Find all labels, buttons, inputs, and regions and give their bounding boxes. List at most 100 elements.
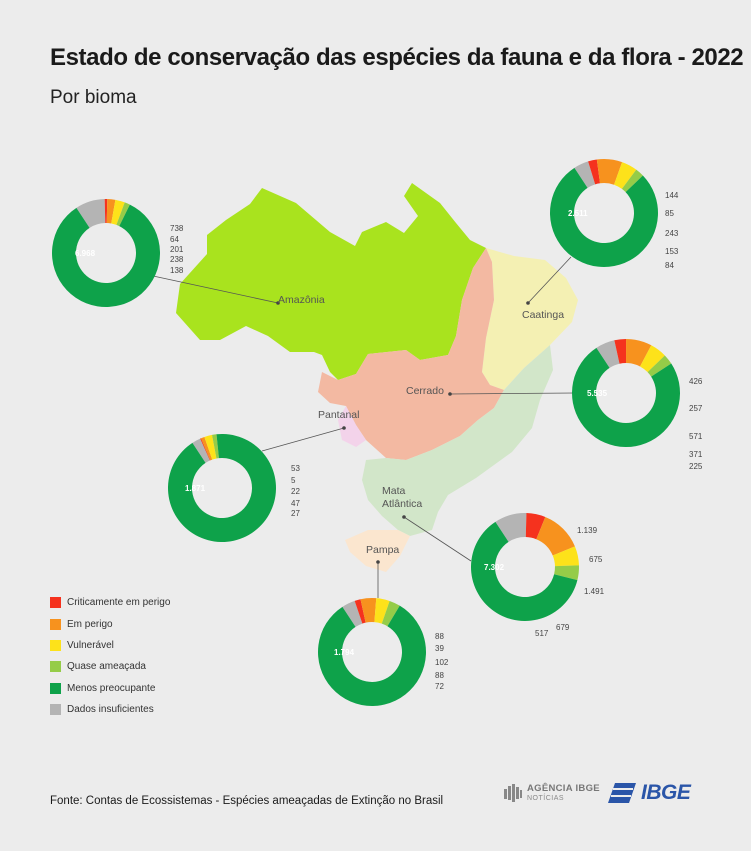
donut-cerrado: 5.535 426 257 571 371 225 [572,339,703,471]
connector-dot-caatinga [526,301,530,305]
value-amazonia-vulneravel: 238 [170,255,184,264]
slice-pantanal-em-perigo [200,436,213,461]
region-caatinga [482,248,578,390]
value-amazonia-em-perigo: 201 [170,245,184,254]
value-caatinga-dados: 144 [665,191,679,200]
region-cerrado [318,248,504,460]
value-cerrado-em-perigo: 571 [689,432,703,441]
value-caatinga-vulneravel: 153 [665,247,679,256]
value-mata-atlantica-em-perigo: 1.491 [584,587,605,596]
slice-amazonia-em-perigo [106,199,116,224]
legend-item-dados: Dados insuficientes [50,699,170,720]
value-mata-atlantica-menos: 7.302 [484,563,505,572]
region-pantanal [338,406,366,447]
biome-label-mata-atlantica-2: Atlântica [382,498,422,510]
slice-mata-atlantica-dados [495,513,527,542]
slice-caatinga-vulneravel [614,162,637,189]
connector-mata-atlantica [403,516,472,562]
value-cerrado-vulneravel: 371 [689,450,703,459]
value-amazonia-dados: 738 [170,224,184,233]
connector-caatinga [527,256,572,304]
value-pampa-menos: 1.794 [334,648,355,657]
slice-caatinga-dados [574,161,596,188]
region-pampa [345,530,410,572]
value-amazonia-menos: 6.968 [75,249,96,258]
connector-dot-pantanal [342,426,346,430]
slice-pantanal-dados [192,438,210,463]
donut-pampa: 1.794 88 39 102 88 72 [318,598,449,706]
slice-amazonia-quase [116,202,130,227]
value-amazonia-criticamente: 64 [170,235,179,244]
slice-pampa-menos [318,605,426,706]
value-pantanal-em-perigo: 22 [291,487,300,496]
chart-subtitle: Por bioma [50,87,137,108]
value-pantanal-vulneravel: 47 [291,499,300,508]
source-note: Fonte: Contas de Ecossistemas - Espécies… [50,795,444,807]
value-pampa-vulneravel: 88 [435,671,444,680]
value-caatinga-em-perigo: 243 [665,229,679,238]
slice-caatinga-quase [621,169,643,193]
slice-pampa-em-perigo [360,598,377,623]
chart-title: Estado de conservação das espécies da fa… [50,44,744,71]
value-caatinga-criticamente: 85 [665,209,674,218]
value-cerrado-quase: 225 [689,462,703,471]
value-mata-atlantica-vulneravel: 679 [556,623,570,632]
slice-amazonia-dados [76,199,106,228]
value-pantanal-criticamente: 5 [291,476,296,485]
legend-item-menos: Menos preocupante [50,678,170,699]
slice-cerrado-vulneravel [640,345,665,373]
ibge-wordmark: IBGE [641,781,691,804]
biome-label-amazonia: Amazônia [278,294,325,306]
slice-pantanal-vulneravel [204,434,217,460]
legend-item-quase: Quase ameaçada [50,656,170,677]
slice-pampa-vulneravel [374,598,390,624]
value-mata-atlantica-dados: 1.139 [577,526,598,535]
slice-pampa-criticamente [354,599,366,624]
region-mata-atlantica [362,345,553,536]
biome-label-mata-atlantica-1: Mata [382,485,406,497]
agencia-mark-icon [504,784,522,802]
biome-label-pantanal: Pantanal [318,409,359,421]
ibge-emblem-icon [608,783,636,803]
connector-cerrado [449,392,576,395]
slice-mata-atlantica-menos [471,521,578,621]
biome-label-cerrado: Cerrado [406,385,444,397]
slice-mata-atlantica-vulneravel [552,546,579,567]
slice-caatinga-menos [550,167,659,267]
slice-amazonia-criticamente [104,199,108,224]
value-pampa-quase: 72 [435,682,444,691]
slice-caatinga-criticamente [588,159,601,185]
biome-label-pampa: Pampa [366,544,399,556]
agencia-logo-line2: NOTÍCIAS [527,794,565,802]
agencia-logo-line1: AGÊNCIA IBGE [527,782,600,794]
ibge-logo: IBGE [607,781,691,805]
slice-pantanal-criticamente [200,438,211,461]
value-cerrado-criticamente: 257 [689,404,703,413]
slice-amazonia-vulneravel [111,199,125,225]
slice-cerrado-menos [572,347,680,447]
value-pantanal-menos: 1.871 [185,484,206,493]
slice-pampa-quase [381,600,400,627]
connector-dot-amazonia [276,301,280,305]
slice-cerrado-quase [647,355,672,377]
slice-cerrado-dados [596,340,620,368]
region-amazonia [176,183,486,380]
agencia-ibge-logo: AGÊNCIA IBGE NOTÍCIAS [503,783,600,803]
slice-amazonia-menos [52,204,161,308]
value-cerrado-dados: 426 [689,377,703,386]
legend-item-em-perigo: Em perigo [50,613,170,634]
slice-pantanal-menos [168,433,277,542]
connector-dot-cerrado [448,392,452,396]
value-pampa-dados: 88 [435,632,444,641]
slice-caatinga-em-perigo [596,159,623,185]
slice-mata-atlantica-criticamente [525,513,546,540]
value-mata-atlantica-quase: 517 [535,629,549,638]
value-pantanal-quase: 27 [291,509,300,518]
slice-cerrado-criticamente [614,339,627,364]
donut-mata-atlantica: 7.302 1.139 675 1.491 679 517 [471,513,605,638]
connector-dot-pampa [376,560,380,564]
connector-dot-mata-atlantica [402,515,406,519]
